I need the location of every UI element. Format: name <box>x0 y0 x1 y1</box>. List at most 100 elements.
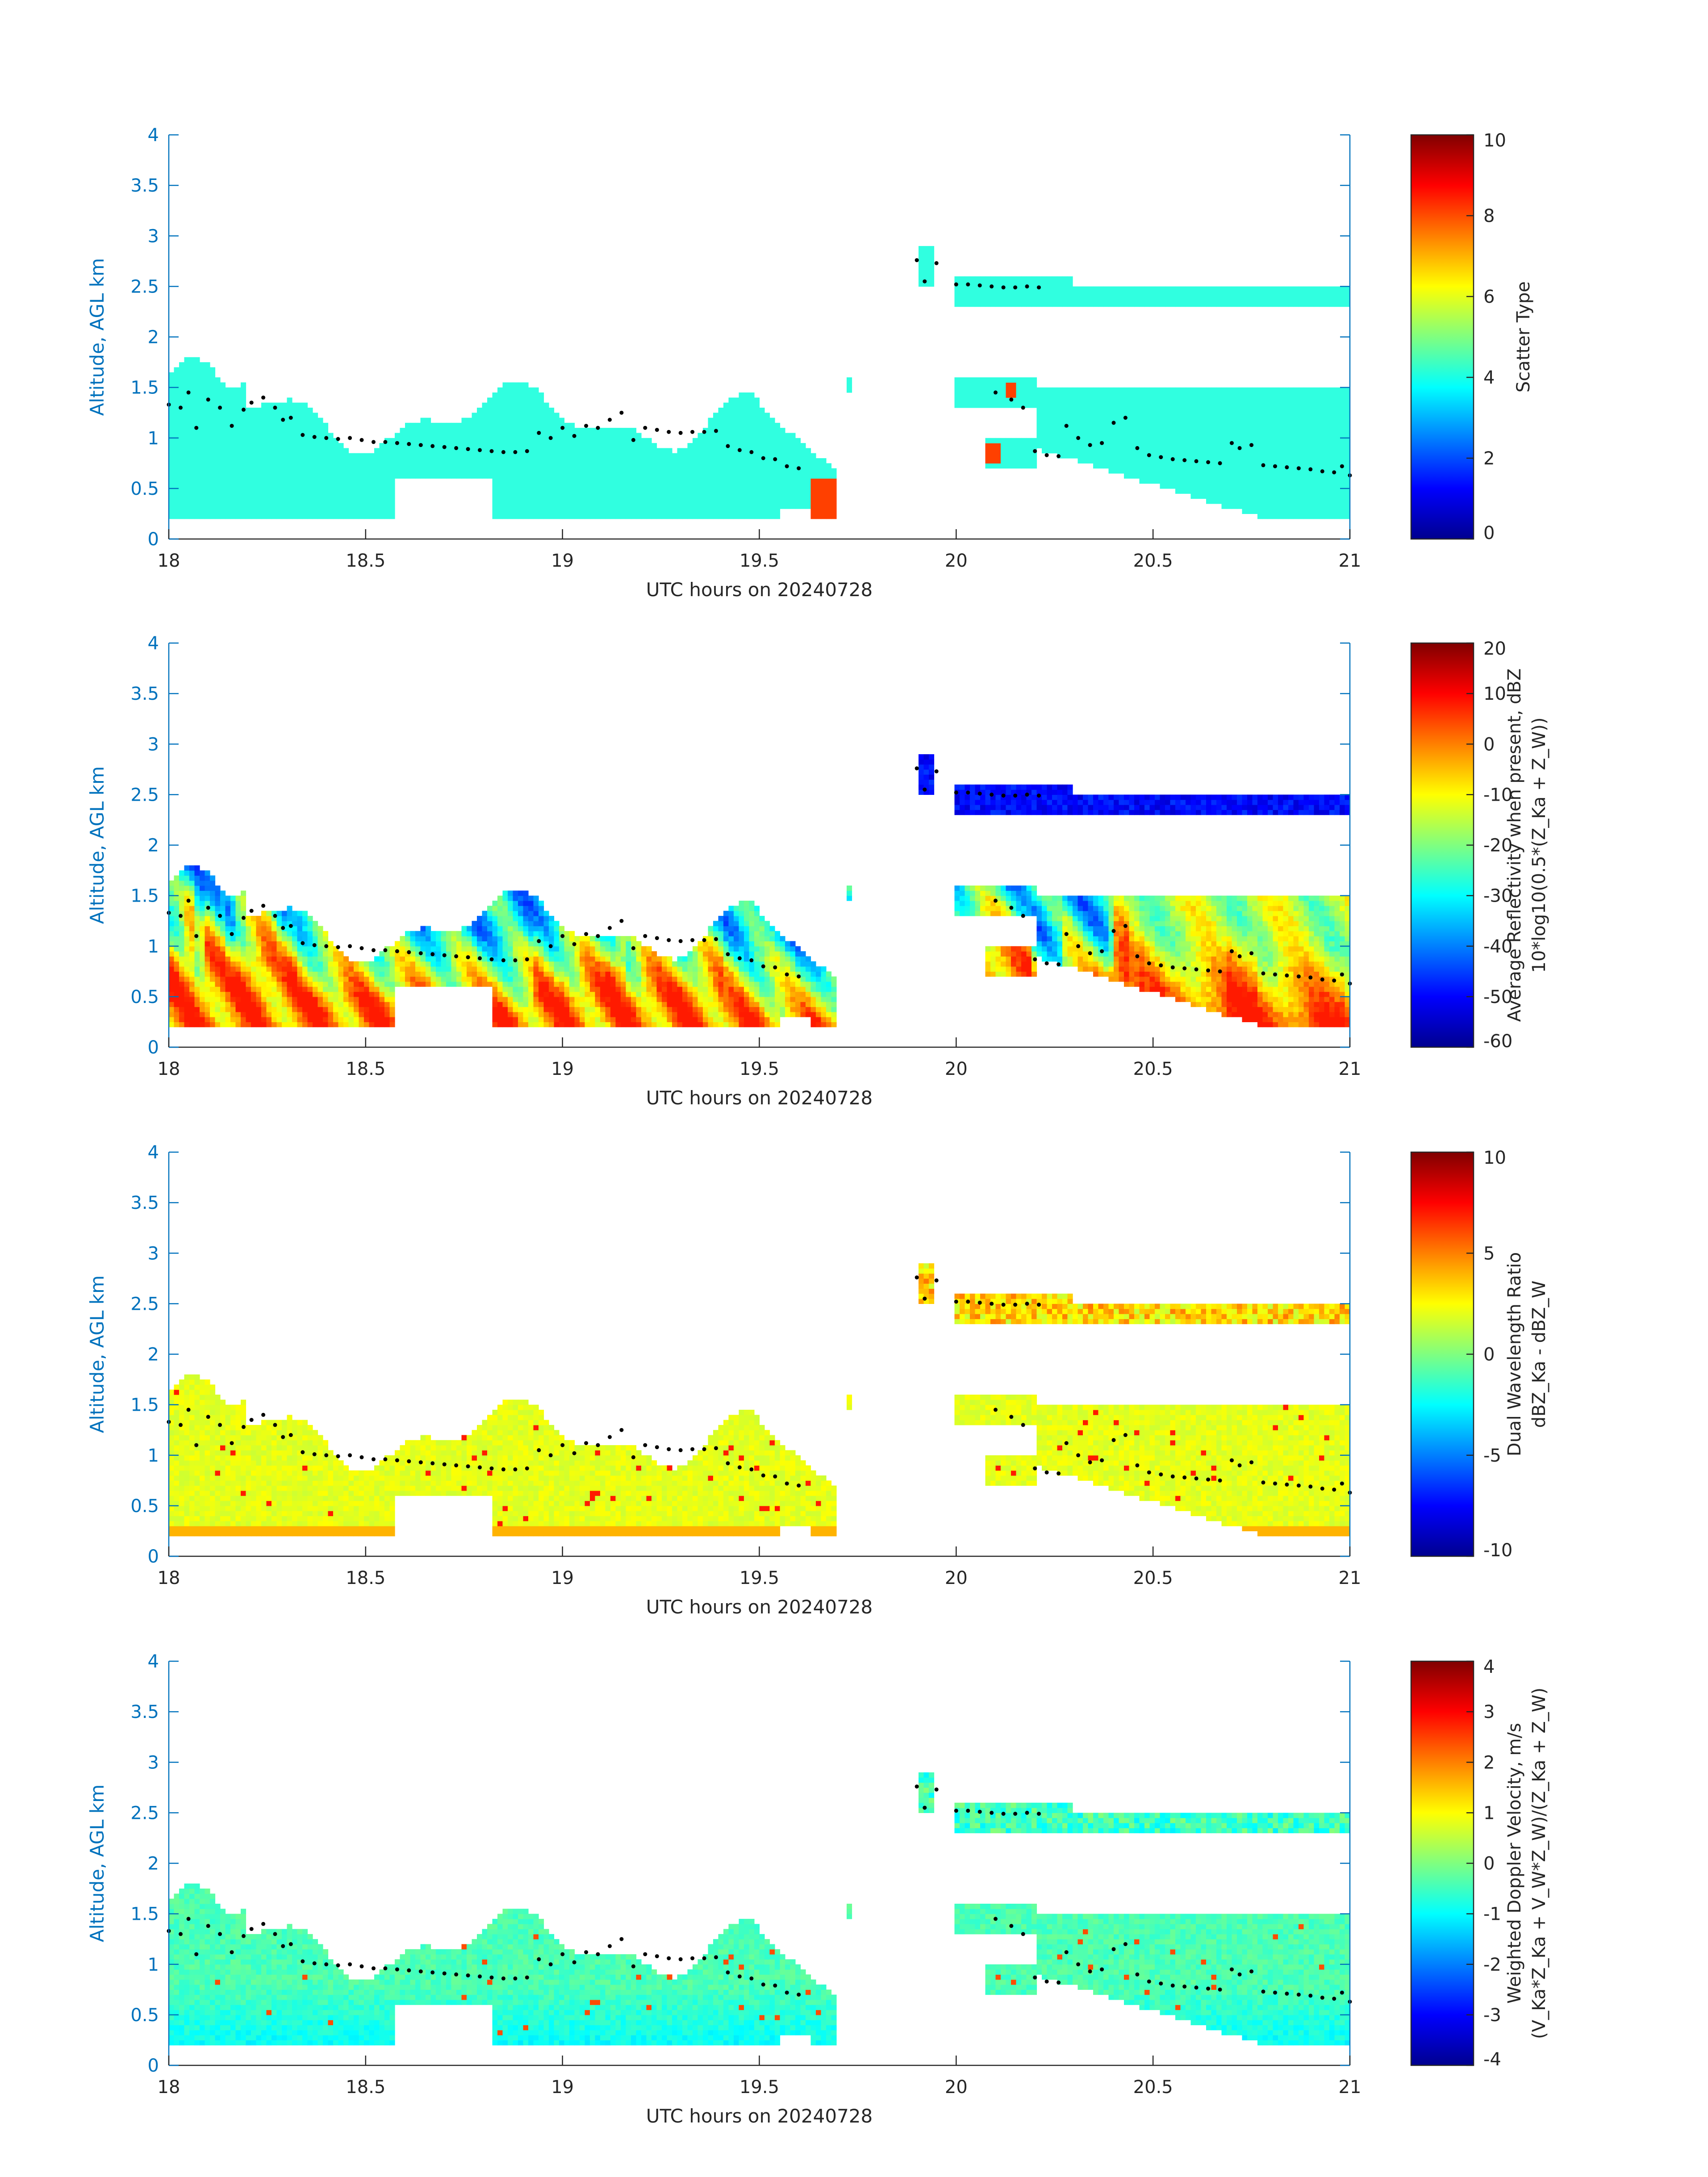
heatmap-cell <box>179 911 185 916</box>
heatmap-cell <box>287 407 292 413</box>
heatmap-cell <box>246 921 251 927</box>
heatmap-cell <box>184 900 190 906</box>
heatmap-cell <box>518 428 524 433</box>
heatmap-cell <box>718 418 724 423</box>
heatmap-cell <box>990 387 996 393</box>
heatmap-cell <box>1088 291 1094 297</box>
heatmap-cell <box>1237 463 1243 469</box>
heatmap-cell <box>985 453 991 459</box>
heatmap-cell <box>261 966 267 972</box>
heatmap-cell <box>564 493 570 499</box>
heatmap-cell <box>723 407 729 413</box>
heatmap-cell <box>210 514 216 519</box>
heatmap-cell <box>595 493 601 499</box>
heatmap-cell <box>574 498 580 504</box>
heatmap-cell <box>1211 498 1217 504</box>
heatmap-cell <box>697 458 703 464</box>
heatmap-cell <box>508 392 514 398</box>
heatmap-cell <box>266 1011 272 1017</box>
heatmap-cell <box>251 453 257 459</box>
heatmap-cell <box>580 488 585 494</box>
heatmap-cell <box>980 286 986 292</box>
heatmap-cell <box>261 413 267 418</box>
cloud-base-point <box>359 438 364 442</box>
heatmap-cell <box>451 438 457 443</box>
heatmap-cell <box>518 413 524 418</box>
cloud-base-point <box>537 430 541 435</box>
heatmap-cell <box>1057 433 1063 439</box>
heatmap-cell <box>1293 291 1299 297</box>
heatmap-cell <box>179 956 185 962</box>
heatmap-cell <box>549 514 555 519</box>
heatmap-cell <box>1186 448 1191 454</box>
heatmap-cell <box>1314 448 1320 454</box>
heatmap-cell <box>333 448 339 454</box>
heatmap-cell <box>1283 428 1289 433</box>
heatmap-cell <box>302 498 308 504</box>
heatmap-cell <box>656 509 662 514</box>
heatmap-cell <box>189 880 195 886</box>
heatmap-cell <box>477 433 483 439</box>
heatmap-cell <box>317 463 323 469</box>
heatmap-cell <box>343 483 349 489</box>
heatmap-cell <box>1232 387 1237 393</box>
heatmap-cell <box>436 448 442 454</box>
heatmap-cell <box>646 438 652 443</box>
heatmap-cell <box>410 453 416 459</box>
heatmap-cell <box>656 483 662 489</box>
heatmap-cell <box>1314 468 1320 474</box>
heatmap-cell <box>220 956 226 962</box>
heatmap-cell <box>235 961 241 967</box>
heatmap-cell <box>169 900 175 906</box>
heatmap-cell <box>1073 422 1078 428</box>
heatmap-cell <box>539 433 544 439</box>
heatmap-cell <box>1345 503 1350 509</box>
heatmap-cell <box>1227 286 1232 292</box>
heatmap-cell <box>456 448 462 454</box>
heatmap-cell <box>1319 498 1325 504</box>
heatmap-cell <box>287 509 292 514</box>
heatmap-cell <box>174 971 180 977</box>
heatmap-cell <box>1262 291 1268 297</box>
heatmap-cell <box>256 966 262 972</box>
heatmap-cell <box>246 418 251 423</box>
colorbar-tick-label: 6 <box>1483 287 1495 307</box>
heatmap-cell <box>194 382 200 388</box>
heatmap-cell <box>220 503 226 509</box>
heatmap-cell <box>215 911 221 916</box>
heatmap-cell <box>564 433 570 439</box>
heatmap-cell <box>1303 291 1309 297</box>
heatmap-cell <box>1190 443 1196 448</box>
heatmap-cell <box>1098 453 1104 459</box>
heatmap-cell <box>605 498 611 504</box>
heatmap-cell <box>184 951 190 957</box>
heatmap-cell <box>456 468 462 474</box>
heatmap-cell <box>235 433 241 439</box>
heatmap-cell <box>1180 297 1186 302</box>
heatmap-cell <box>205 956 210 962</box>
heatmap-cell <box>246 503 251 509</box>
heatmap-cell <box>1232 418 1237 423</box>
heatmap-cell <box>477 468 483 474</box>
heatmap-cell <box>1278 443 1284 448</box>
heatmap-cell <box>677 514 683 519</box>
heatmap-cell <box>436 438 442 443</box>
heatmap-cell <box>1196 297 1202 302</box>
heatmap-cell <box>759 498 765 504</box>
heatmap-cell <box>1036 291 1042 297</box>
heatmap-cell <box>1052 392 1058 398</box>
heatmap-cell <box>1309 438 1315 443</box>
cloud-base-point <box>1123 416 1128 420</box>
heatmap-cell <box>359 473 364 479</box>
heatmap-cell <box>554 463 560 469</box>
heatmap-cell <box>754 483 760 489</box>
heatmap-cell <box>477 422 483 428</box>
heatmap-cell <box>389 458 395 464</box>
heatmap-cell <box>1175 291 1181 297</box>
heatmap-cell <box>297 428 303 433</box>
heatmap-cell <box>230 915 236 921</box>
heatmap-cell <box>1227 397 1232 403</box>
heatmap-cell <box>1221 463 1227 469</box>
heatmap-cell <box>569 473 575 479</box>
heatmap-cell <box>1124 301 1130 307</box>
